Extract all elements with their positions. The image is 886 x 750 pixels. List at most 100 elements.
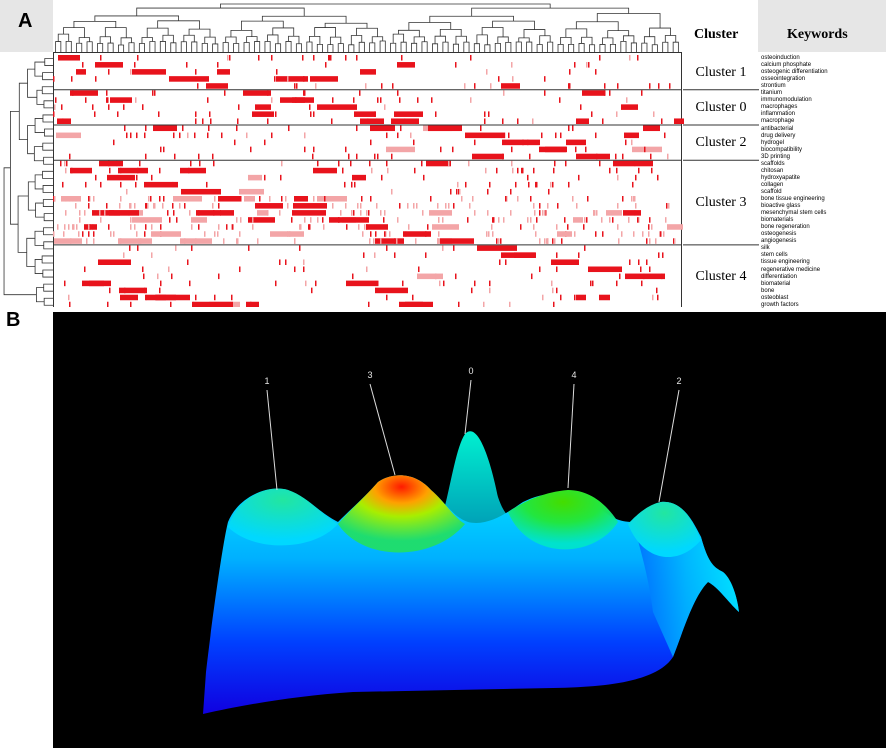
heatmap-cell: [287, 203, 289, 209]
keyword-label: osseointegration: [761, 76, 806, 83]
heatmap-cell: [214, 196, 216, 202]
heatmap-cell: [198, 224, 200, 230]
heatmap-cell: [533, 224, 535, 230]
heatmap-cell: [352, 273, 354, 280]
heatmap-cell: [556, 252, 558, 258]
heatmap-cell: [512, 167, 514, 174]
dendrogram-branch: [128, 42, 135, 52]
heatmap-cell: [323, 224, 325, 230]
heatmap-cell: [588, 62, 590, 68]
dendrogram-branch: [33, 146, 44, 162]
heatmap-cell: [601, 217, 603, 223]
heatmap-cell: [240, 196, 242, 202]
dendrogram-branch: [201, 42, 208, 52]
dendrogram-branch: [581, 36, 593, 45]
heatmap-cell: [552, 238, 554, 244]
heatmap-cell: [512, 76, 514, 82]
heatmap-cell: [88, 196, 90, 202]
dendrogram-branch: [220, 3, 551, 9]
heatmap-cell: [417, 97, 419, 103]
dendrogram-branch: [350, 35, 363, 45]
heatmap-cell: [196, 210, 221, 216]
heatmap-cell: [632, 181, 634, 188]
dendrogram-branch: [275, 43, 282, 52]
heatmap-cell: [359, 90, 361, 96]
dendrogram-branch: [254, 41, 261, 52]
heatmap-cell: [536, 217, 538, 223]
heatmap-cell: [195, 111, 197, 117]
heatmap-cell: [569, 83, 571, 89]
heatmap-cell: [368, 301, 370, 307]
keyword-label: hydroxyapatite: [761, 174, 801, 181]
heatmap-cell: [182, 125, 184, 132]
heatmap-cell: [207, 97, 209, 103]
heatmap: [53, 52, 684, 307]
heatmap-cell: [439, 280, 441, 287]
heatmap-cell: [351, 181, 353, 188]
heatmap-cell: [638, 217, 640, 223]
panel-a-label: A: [18, 10, 33, 32]
heatmap-cell: [65, 196, 67, 202]
dendrogram-branch: [439, 28, 462, 37]
heatmap-cell: [557, 231, 572, 237]
dendrogram-branch: [306, 41, 313, 52]
heatmap-cell: [107, 301, 109, 307]
heatmap-cell: [302, 55, 304, 61]
heatmap-cell: [214, 294, 216, 301]
dendrogram-branch: [157, 20, 200, 30]
heatmap-cell: [89, 196, 91, 202]
dendrogram-branch: [390, 42, 397, 52]
heatmap-cell: [399, 301, 423, 307]
heatmap-cell: [190, 160, 192, 167]
heatmap-cell: [376, 203, 378, 209]
heatmap-cell: [370, 125, 395, 132]
surface-peak-4: [508, 490, 618, 550]
heatmap-cell: [250, 301, 252, 307]
heatmap-cell: [510, 210, 512, 216]
heatmap-cell: [661, 118, 663, 124]
heatmap-cell: [386, 146, 415, 153]
dendrogram-branch: [107, 42, 114, 52]
heatmap-cell: [79, 217, 81, 223]
heatmap-cell: [488, 231, 490, 237]
heatmap-cell: [535, 231, 537, 237]
heatmap-cell: [351, 210, 353, 216]
heatmap-cell: [194, 132, 196, 139]
heatmap-cell: [592, 280, 594, 287]
dendrogram-branch: [212, 43, 219, 52]
heatmap-cell: [239, 188, 264, 195]
heatmap-cell: [293, 203, 327, 209]
heatmap-cell: [312, 153, 314, 160]
heatmap-cell: [78, 231, 80, 237]
heatmap-cell: [384, 104, 386, 110]
keyword-label: calcium phosphate: [761, 62, 812, 69]
dendrogram-branch: [3, 167, 37, 296]
heatmap-cell: [175, 245, 177, 251]
heatmap-cell: [154, 203, 156, 209]
column-dendrogram-branches: [55, 3, 679, 52]
heatmap-cell: [360, 210, 362, 216]
dendrogram-branch: [518, 37, 530, 43]
heatmap-cell: [329, 217, 369, 223]
heatmap-cell: [299, 224, 301, 230]
heatmap-cell: [438, 217, 440, 223]
heatmap-cell: [250, 146, 252, 153]
heatmap-cell: [246, 301, 259, 307]
heatmap-cell: [674, 238, 676, 244]
heatmap-cell: [448, 160, 450, 167]
dendrogram-branch: [432, 43, 439, 52]
dendrogram-branch: [34, 230, 44, 246]
heatmap-cell: [57, 118, 71, 124]
heatmap-cell: [572, 196, 574, 202]
heatmap-cell: [399, 97, 401, 103]
heatmap-cell: [126, 188, 128, 195]
dendrogram-branch: [99, 36, 111, 44]
heatmap-cell: [499, 259, 501, 265]
heatmap-cell: [484, 118, 486, 124]
heatmap-cell: [617, 174, 619, 181]
heatmap-cell: [160, 224, 162, 230]
heatmap-cell: [618, 238, 620, 244]
dendrogram-branch: [455, 35, 467, 45]
heatmap-cell: [415, 238, 417, 244]
heatmap-cell: [68, 224, 70, 230]
